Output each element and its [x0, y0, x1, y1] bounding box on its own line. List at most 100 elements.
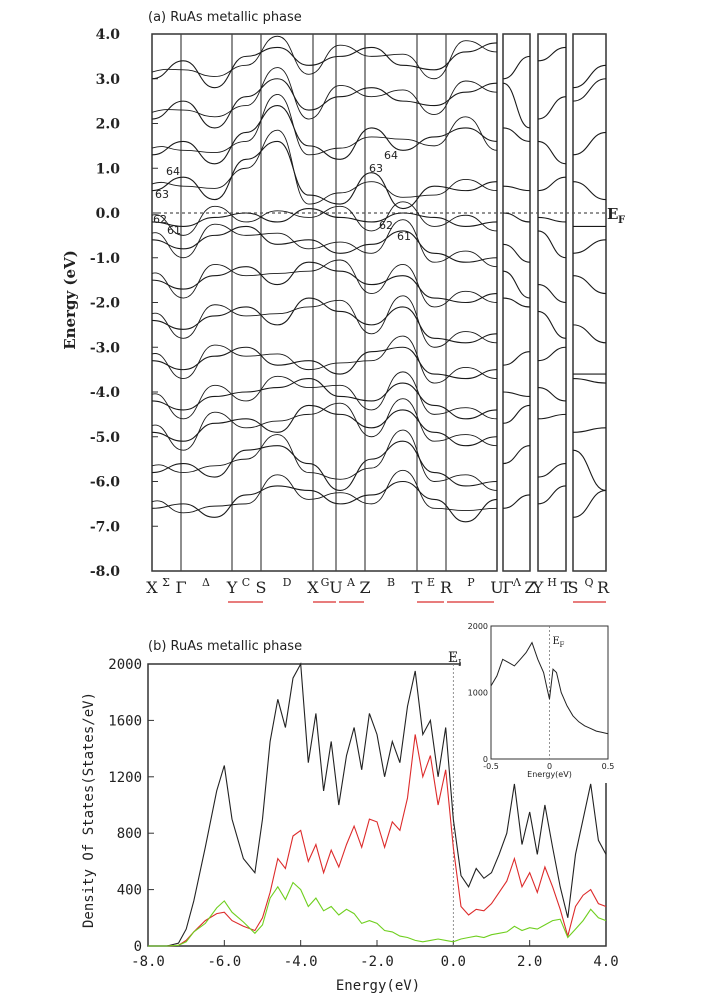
- panel-b-fermi-label: E: [448, 650, 458, 666]
- energy-band: [502, 391, 531, 398]
- energy-band: [572, 489, 607, 518]
- energy-band: [572, 239, 607, 254]
- y-tick-label: 4.0: [96, 27, 121, 43]
- energy-band: [537, 46, 567, 62]
- y-tick-label: -7.0: [90, 519, 120, 535]
- energy-band: [537, 346, 567, 362]
- kpath-label: T: [412, 578, 423, 597]
- band-index-label: 61: [397, 230, 411, 243]
- inset-y-tick-label: 2000: [468, 622, 488, 631]
- band-frame: [537, 33, 567, 572]
- kpath-label: Σ: [162, 576, 170, 589]
- y-tick-label: 400: [117, 883, 142, 899]
- energy-band: [572, 449, 607, 491]
- energy-band: [572, 324, 607, 344]
- energy-band: [502, 127, 531, 142]
- inset-x-tick-label: 0: [547, 762, 552, 771]
- inset-y-tick-label: 0: [483, 755, 488, 764]
- dos-curve: [148, 734, 607, 947]
- energy-band: [502, 297, 531, 308]
- y-tick-label: -3.0: [90, 340, 120, 356]
- energy-band: [502, 445, 531, 465]
- kpath-label: Z: [359, 578, 370, 597]
- energy-band: [502, 212, 531, 223]
- y-tick-label: 1.0: [96, 161, 121, 177]
- energy-band: [151, 207, 498, 227]
- energy-band: [151, 346, 498, 380]
- energy-band: [151, 440, 498, 492]
- energy-band: [572, 378, 607, 384]
- y-tick-label: 1200: [108, 770, 142, 786]
- band-index-label: 62: [153, 213, 167, 226]
- energy-band: [151, 398, 498, 451]
- kpath-label: X: [146, 578, 158, 597]
- y-tick-label: -6.0: [90, 475, 120, 491]
- dos-curve: [148, 881, 607, 947]
- inset-x-tick-label: -0.5: [483, 762, 499, 771]
- energy-band: [537, 216, 567, 223]
- kpath-label: Γ: [502, 578, 513, 597]
- energy-band: [151, 469, 498, 514]
- kpath-label: U: [490, 578, 503, 597]
- y-tick-label: 800: [117, 826, 142, 842]
- kpath-label: T: [561, 578, 572, 597]
- inset-fermi-sub: F: [560, 641, 565, 649]
- kpath-label: R: [440, 578, 453, 597]
- energy-band: [572, 78, 607, 102]
- band-frame: [572, 33, 607, 572]
- dos-panel: (b) RuAs metallic phase Density Of State…: [81, 616, 619, 994]
- energy-band: [151, 378, 498, 420]
- energy-band: [151, 78, 498, 129]
- kpath-label: A: [346, 576, 356, 589]
- energy-band: [151, 480, 498, 523]
- energy-band: [537, 463, 567, 478]
- panel-b-plot-area: -8.0 -6.0 -4.0 -2.0 0.0 2.0 4.0 0 400 800 1200 1600…: [108, 652, 619, 970]
- kpath-label: X: [307, 578, 319, 597]
- kpath-label: Γ: [175, 578, 186, 597]
- band-index-label: 63: [155, 188, 169, 201]
- kpath-label: R: [597, 578, 610, 597]
- energy-band: [502, 404, 531, 424]
- x-tick-label: -2.0: [360, 954, 394, 970]
- y-tick-label: -5.0: [90, 430, 120, 446]
- panel-b-xlabel: Energy(eV): [336, 978, 420, 994]
- energy-band: [502, 185, 531, 192]
- kpath-label: D: [283, 576, 292, 589]
- kpath-label: Z: [524, 578, 535, 597]
- energy-band: [151, 129, 498, 205]
- inset-fermi-label: E: [553, 636, 560, 647]
- panel-a-fermi-label: E: [607, 205, 618, 223]
- energy-band: [572, 181, 607, 201]
- x-tick-label: 4.0: [593, 954, 618, 970]
- energy-band: [151, 105, 498, 165]
- x-tick-label: -6.0: [207, 954, 241, 970]
- energy-band: [151, 297, 498, 344]
- y-tick-label: 0.0: [96, 206, 121, 222]
- energy-band: [537, 310, 567, 339]
- energy-band: [151, 201, 498, 236]
- y-tick-label: 2000: [108, 657, 142, 673]
- kpath-label: Y: [532, 578, 544, 597]
- kpath-label: S: [568, 578, 579, 597]
- x-tick-label: -4.0: [284, 954, 318, 970]
- energy-band: [502, 82, 531, 129]
- energy-band: [151, 35, 498, 80]
- energy-band: [537, 413, 567, 420]
- panel-a-title: (a) RuAs metallic phase: [148, 10, 302, 25]
- energy-band: [151, 371, 498, 420]
- band-index-label: 62: [379, 219, 393, 232]
- band-index-label: 61: [167, 224, 181, 237]
- panel-a-y-ticks: 4.0 3.0 2.0 1.0 0.0 -1.0 -2.0 -3.0 -4.0 -5.0 -6.0 -…: [90, 27, 120, 580]
- inset-background: [461, 616, 618, 783]
- energy-band: [572, 64, 607, 89]
- band-index-label: 64: [166, 165, 180, 178]
- energy-band: [572, 427, 607, 433]
- y-tick-label: -4.0: [90, 385, 120, 401]
- y-tick-label: 1600: [108, 713, 142, 729]
- kpath-label: Q: [584, 576, 593, 589]
- energy-band: [537, 96, 567, 120]
- band-index-label: 63: [369, 162, 383, 175]
- energy-band: [502, 243, 531, 263]
- energy-band: [151, 67, 498, 120]
- panel-a-kpath-labels: X Σ Γ Δ Y C S D X G U A Z B T E R P UΓ Λ ZY H TS Q R: [146, 576, 610, 597]
